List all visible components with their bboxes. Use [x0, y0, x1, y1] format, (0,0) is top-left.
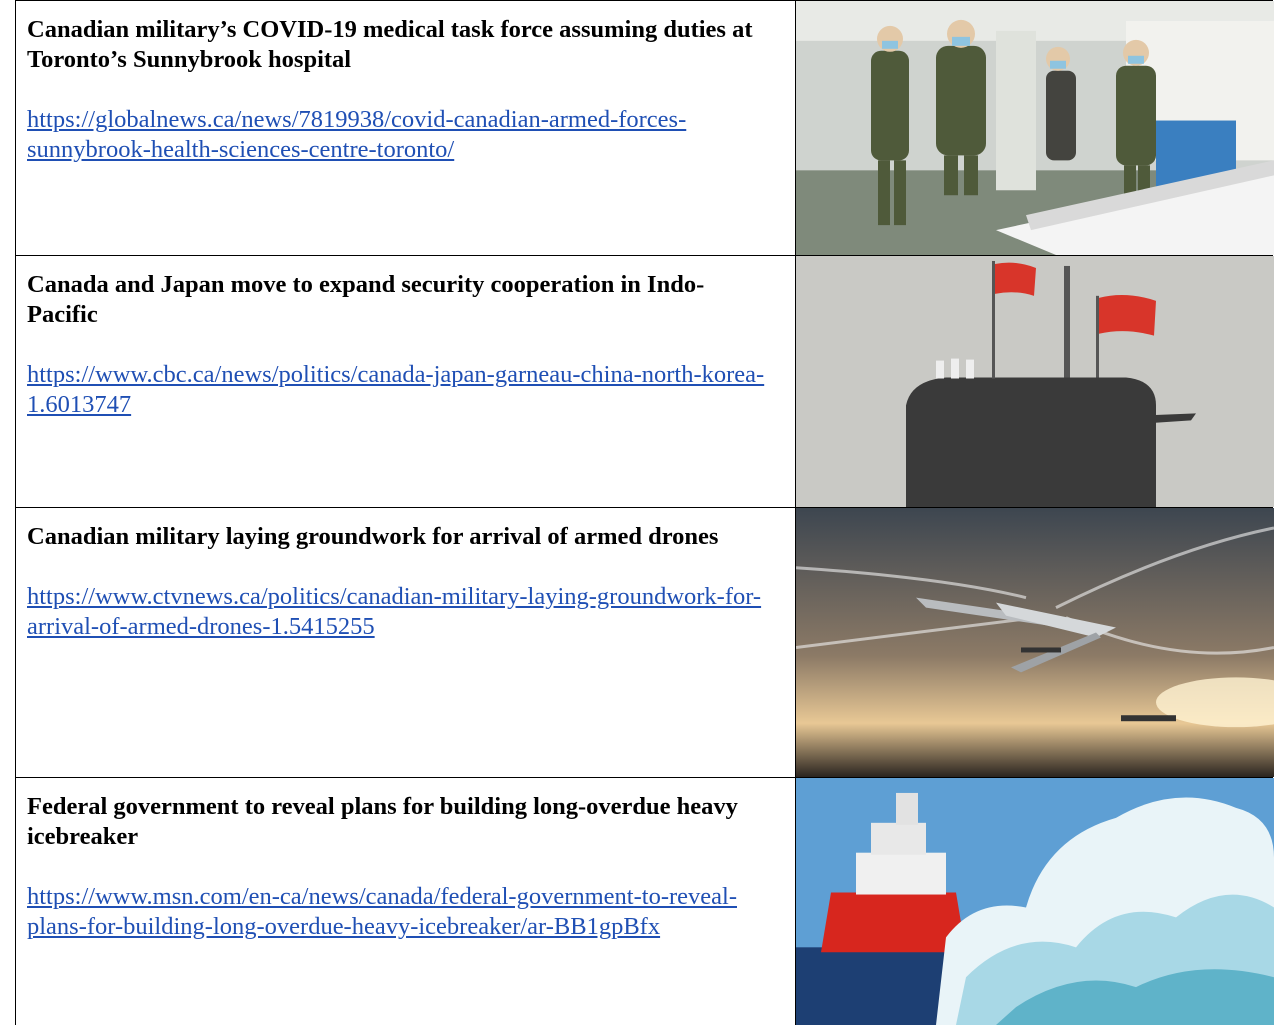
cell-text: Canadian military laying groundwork for …: [27, 522, 772, 642]
article-title: Canadian military laying groundwork for …: [27, 522, 772, 552]
article-link[interactable]: https://www.cbc.ca/news/politics/canada-…: [27, 360, 772, 420]
photo-submarine: [796, 256, 1274, 507]
article-image: [795, 1, 1274, 255]
cell-text: Canadian military’s COVID-19 medical tas…: [27, 15, 772, 165]
article-image: [795, 256, 1274, 507]
photo-drone: [796, 508, 1274, 777]
photo-hospital: [796, 1, 1274, 255]
document: Canadian military’s COVID-19 medical tas…: [0, 0, 1275, 1025]
article-image: [795, 778, 1274, 1025]
article-image: [795, 508, 1274, 777]
cell-text: Federal government to reveal plans for b…: [27, 792, 772, 942]
article-link[interactable]: https://www.ctvnews.ca/politics/canadian…: [27, 582, 772, 642]
table-row: Canadian military laying groundwork for …: [15, 507, 1273, 777]
article-title: Canadian military’s COVID-19 medical tas…: [27, 15, 772, 75]
cell-text: Canada and Japan move to expand security…: [27, 270, 772, 420]
table-row: Canada and Japan move to expand security…: [15, 255, 1273, 507]
table-row: Federal government to reveal plans for b…: [15, 777, 1273, 1025]
article-title: Federal government to reveal plans for b…: [27, 792, 772, 852]
table-row: Canadian military’s COVID-19 medical tas…: [15, 0, 1273, 255]
article-link[interactable]: https://www.msn.com/en-ca/news/canada/fe…: [27, 882, 772, 942]
article-link[interactable]: https://globalnews.ca/news/7819938/covid…: [27, 105, 772, 165]
article-title: Canada and Japan move to expand security…: [27, 270, 772, 330]
photo-icebreaker: [796, 778, 1274, 1025]
